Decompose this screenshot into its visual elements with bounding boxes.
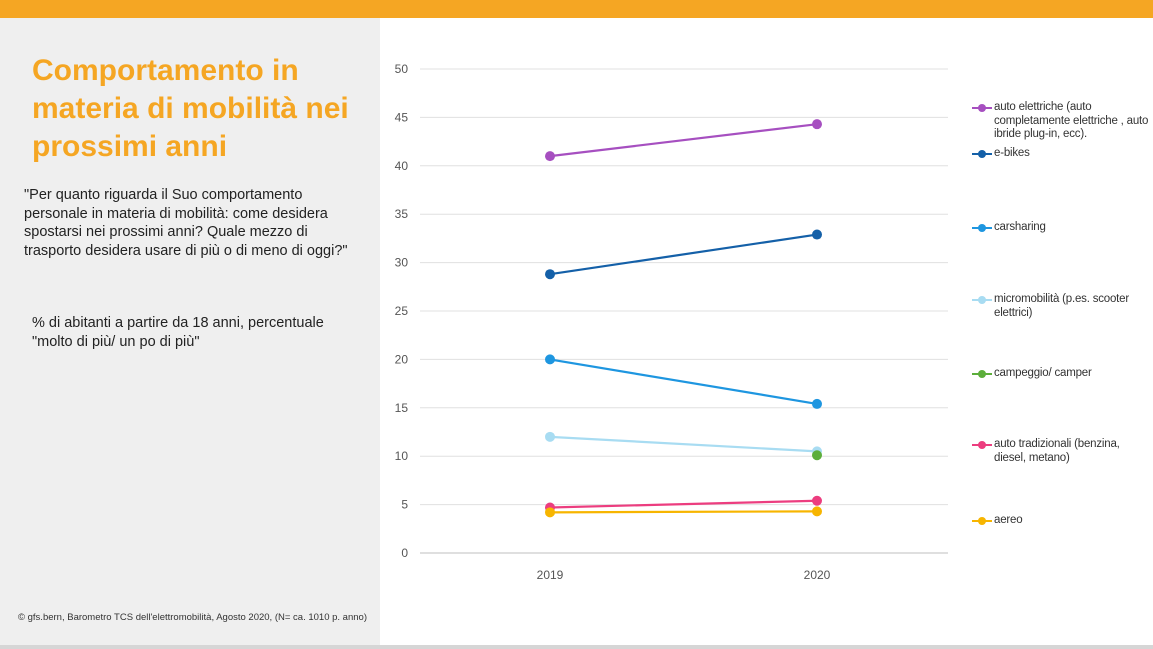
legend-label: e-bikes — [994, 147, 1030, 161]
line-chart: 0 5 10 15 20 25 30 35 40 45 50 2019 2020 — [380, 18, 980, 593]
legend-label: micromobilità (p.es. scooter elettrici) — [994, 293, 1152, 320]
x-axis-ticks: 2019 2020 — [537, 568, 831, 582]
series-0 — [545, 119, 822, 161]
legend-swatch — [972, 294, 992, 306]
legend-item: carsharing — [972, 221, 1152, 235]
legend-label: aereo — [994, 514, 1022, 528]
data-point — [812, 450, 822, 460]
y-tick-label: 10 — [395, 449, 409, 463]
legend-label: carsharing — [994, 221, 1046, 235]
y-axis-ticks: 0 5 10 15 20 25 30 35 40 45 50 — [395, 62, 409, 560]
legend-swatch — [972, 368, 992, 380]
legend-item: auto tradizionali (benzina, diesel, meta… — [972, 438, 1152, 465]
series-6 — [545, 506, 822, 517]
data-point — [812, 119, 822, 129]
survey-question: "Per quanto riguarda il Suo comportament… — [24, 186, 364, 260]
y-tick-label: 30 — [395, 256, 409, 270]
y-tick-label: 25 — [395, 304, 409, 318]
series-line — [550, 511, 817, 512]
x-tick-label: 2019 — [537, 568, 564, 582]
bottom-bar — [0, 645, 1153, 649]
y-tick-label: 40 — [395, 159, 409, 173]
data-point — [812, 506, 822, 516]
data-point — [545, 432, 555, 442]
legend-label: auto tradizionali (benzina, diesel, meta… — [994, 438, 1152, 465]
legend-item: aereo — [972, 514, 1152, 528]
data-point — [812, 230, 822, 240]
data-point — [812, 496, 822, 506]
page-title: Comportamento in materia di mobilità nei… — [32, 52, 362, 166]
legend-swatch — [972, 102, 992, 114]
source-note: © gfs.bern, Barometro TCS dell'elettromo… — [18, 612, 368, 623]
legend-item: e-bikes — [972, 147, 1152, 161]
data-point — [812, 399, 822, 409]
data-point — [545, 507, 555, 517]
series-line — [550, 235, 817, 275]
series-3 — [545, 432, 822, 457]
y-tick-label: 15 — [395, 401, 409, 415]
data-point — [545, 151, 555, 161]
chart-gridlines — [420, 69, 948, 553]
legend-item: micromobilità (p.es. scooter elettrici) — [972, 293, 1152, 320]
y-tick-label: 45 — [395, 110, 409, 124]
legend-swatch — [972, 148, 992, 160]
legend-label: campeggio/ camper — [994, 367, 1092, 381]
series-line — [550, 359, 817, 404]
series-line — [550, 124, 817, 156]
legend-label: auto elettriche (auto completamente elet… — [994, 101, 1152, 142]
y-tick-label: 35 — [395, 207, 409, 221]
y-tick-label: 50 — [395, 62, 409, 76]
legend-swatch — [972, 515, 992, 527]
legend-swatch — [972, 222, 992, 234]
chart-subtitle: % di abitanti a partire da 18 anni, perc… — [32, 314, 362, 351]
y-tick-label: 0 — [401, 546, 408, 560]
series-4 — [812, 450, 822, 460]
legend-item: campeggio/ camper — [972, 367, 1152, 381]
series-2 — [545, 354, 822, 409]
series-1 — [545, 230, 822, 280]
chart-series — [545, 119, 822, 517]
y-tick-label: 20 — [395, 352, 409, 366]
x-tick-label: 2020 — [804, 568, 831, 582]
data-point — [545, 269, 555, 279]
data-point — [545, 354, 555, 364]
legend-swatch — [972, 439, 992, 451]
y-tick-label: 5 — [401, 498, 408, 512]
top-accent-bar — [0, 0, 1153, 18]
series-line — [550, 437, 817, 452]
legend-item: auto elettriche (auto completamente elet… — [972, 101, 1152, 142]
